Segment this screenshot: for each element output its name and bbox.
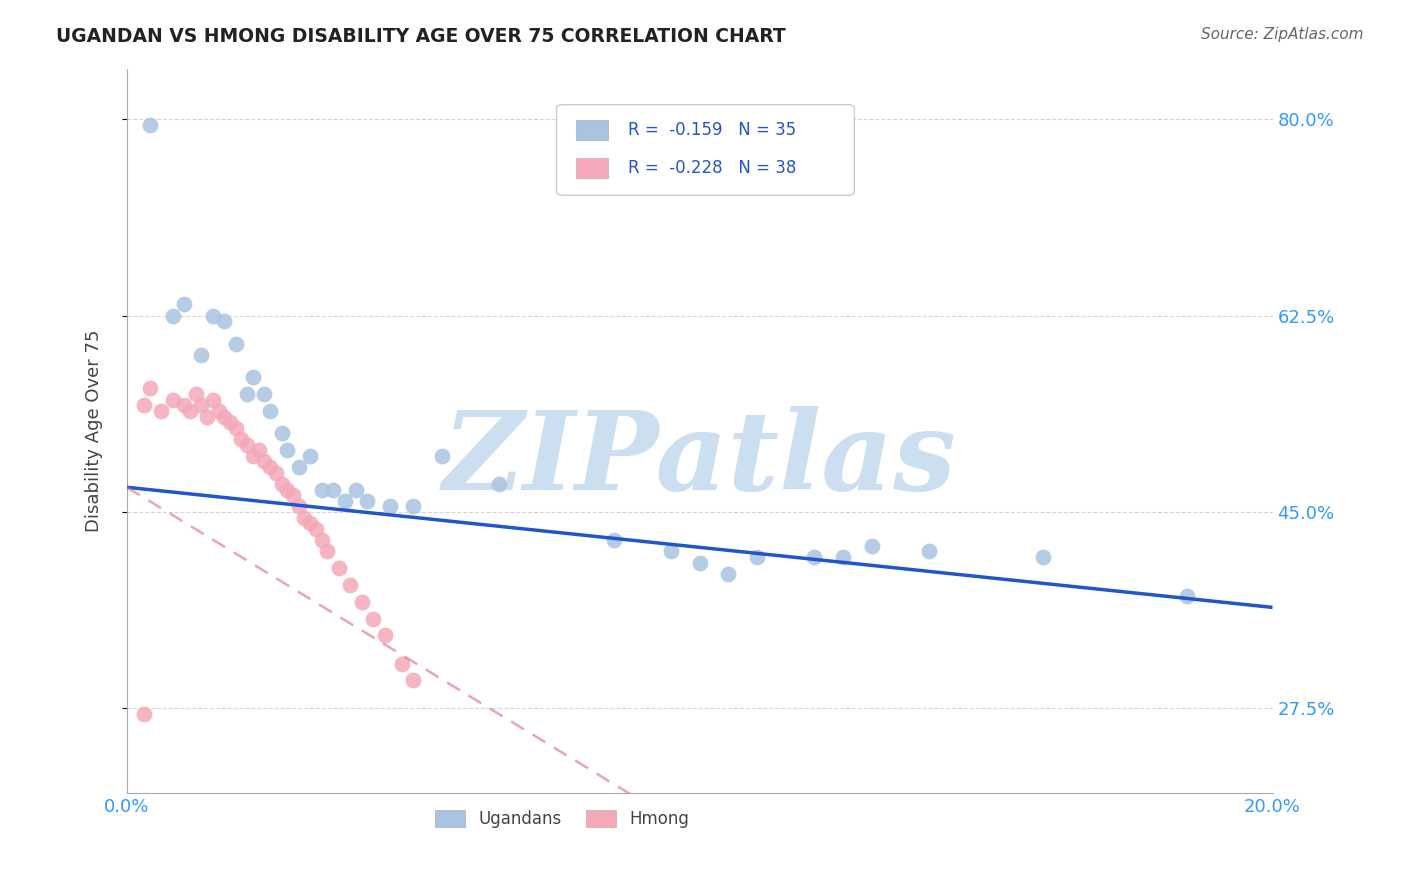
Point: [201, 309, 224, 323]
Point: [689, 556, 711, 570]
Point: [207, 404, 229, 418]
Point: [832, 549, 855, 564]
Point: [1175, 589, 1198, 603]
Point: [179, 404, 201, 418]
Point: [253, 454, 276, 468]
Point: [305, 522, 328, 536]
Point: [717, 566, 740, 581]
Point: [247, 443, 270, 458]
Point: [339, 578, 361, 592]
Point: [231, 432, 253, 446]
Point: [264, 466, 287, 480]
Point: [259, 460, 281, 475]
Point: [173, 398, 195, 412]
Point: [253, 387, 276, 401]
Point: [311, 483, 333, 497]
Bar: [576, 120, 607, 140]
Legend: Ugandans, Hmong: Ugandans, Hmong: [429, 804, 696, 835]
Point: [745, 549, 768, 564]
Point: [333, 493, 356, 508]
Point: [299, 516, 322, 531]
FancyBboxPatch shape: [557, 104, 855, 195]
Point: [402, 673, 425, 688]
Point: [287, 460, 309, 475]
Point: [322, 483, 344, 497]
Point: [391, 657, 413, 671]
Point: [139, 118, 162, 132]
Point: [380, 500, 402, 514]
Point: [162, 392, 184, 407]
Point: [356, 493, 378, 508]
Point: [311, 533, 333, 547]
Point: [236, 387, 259, 401]
Point: [225, 421, 247, 435]
Text: ZIPatlas: ZIPatlas: [443, 406, 956, 513]
Point: [173, 297, 195, 311]
Point: [430, 449, 453, 463]
Point: [361, 612, 384, 626]
Point: [270, 426, 292, 441]
Point: [259, 404, 281, 418]
Point: [1032, 549, 1054, 564]
Point: [918, 544, 941, 558]
Point: [270, 477, 292, 491]
Point: [190, 398, 212, 412]
Point: [328, 561, 350, 575]
Point: [236, 437, 259, 451]
Point: [184, 387, 207, 401]
Point: [374, 628, 396, 642]
Bar: [576, 158, 607, 178]
Point: [276, 483, 298, 497]
Point: [316, 544, 339, 558]
Point: [350, 595, 373, 609]
Point: [276, 443, 298, 458]
Text: UGANDAN VS HMONG DISABILITY AGE OVER 75 CORRELATION CHART: UGANDAN VS HMONG DISABILITY AGE OVER 75 …: [56, 27, 786, 45]
Point: [132, 398, 155, 412]
Point: [402, 500, 425, 514]
Point: [344, 483, 367, 497]
Point: [219, 415, 242, 429]
Point: [659, 544, 682, 558]
Point: [281, 488, 304, 502]
Point: [287, 500, 309, 514]
Point: [242, 449, 264, 463]
Y-axis label: Disability Age Over 75: Disability Age Over 75: [86, 329, 103, 532]
Point: [488, 477, 510, 491]
Point: [299, 449, 322, 463]
Point: [294, 510, 316, 524]
Point: [195, 409, 218, 424]
Point: [162, 309, 184, 323]
Text: Source: ZipAtlas.com: Source: ZipAtlas.com: [1201, 27, 1364, 42]
Point: [201, 392, 224, 407]
Point: [150, 404, 173, 418]
Point: [139, 382, 162, 396]
Point: [190, 348, 212, 362]
Text: R =  -0.228   N = 38: R = -0.228 N = 38: [627, 159, 796, 177]
Point: [214, 314, 236, 328]
Point: [860, 539, 883, 553]
Point: [132, 707, 155, 722]
Point: [603, 533, 626, 547]
Point: [214, 409, 236, 424]
Point: [803, 549, 825, 564]
Point: [225, 336, 247, 351]
Text: R =  -0.159   N = 35: R = -0.159 N = 35: [627, 121, 796, 139]
Point: [242, 370, 264, 384]
